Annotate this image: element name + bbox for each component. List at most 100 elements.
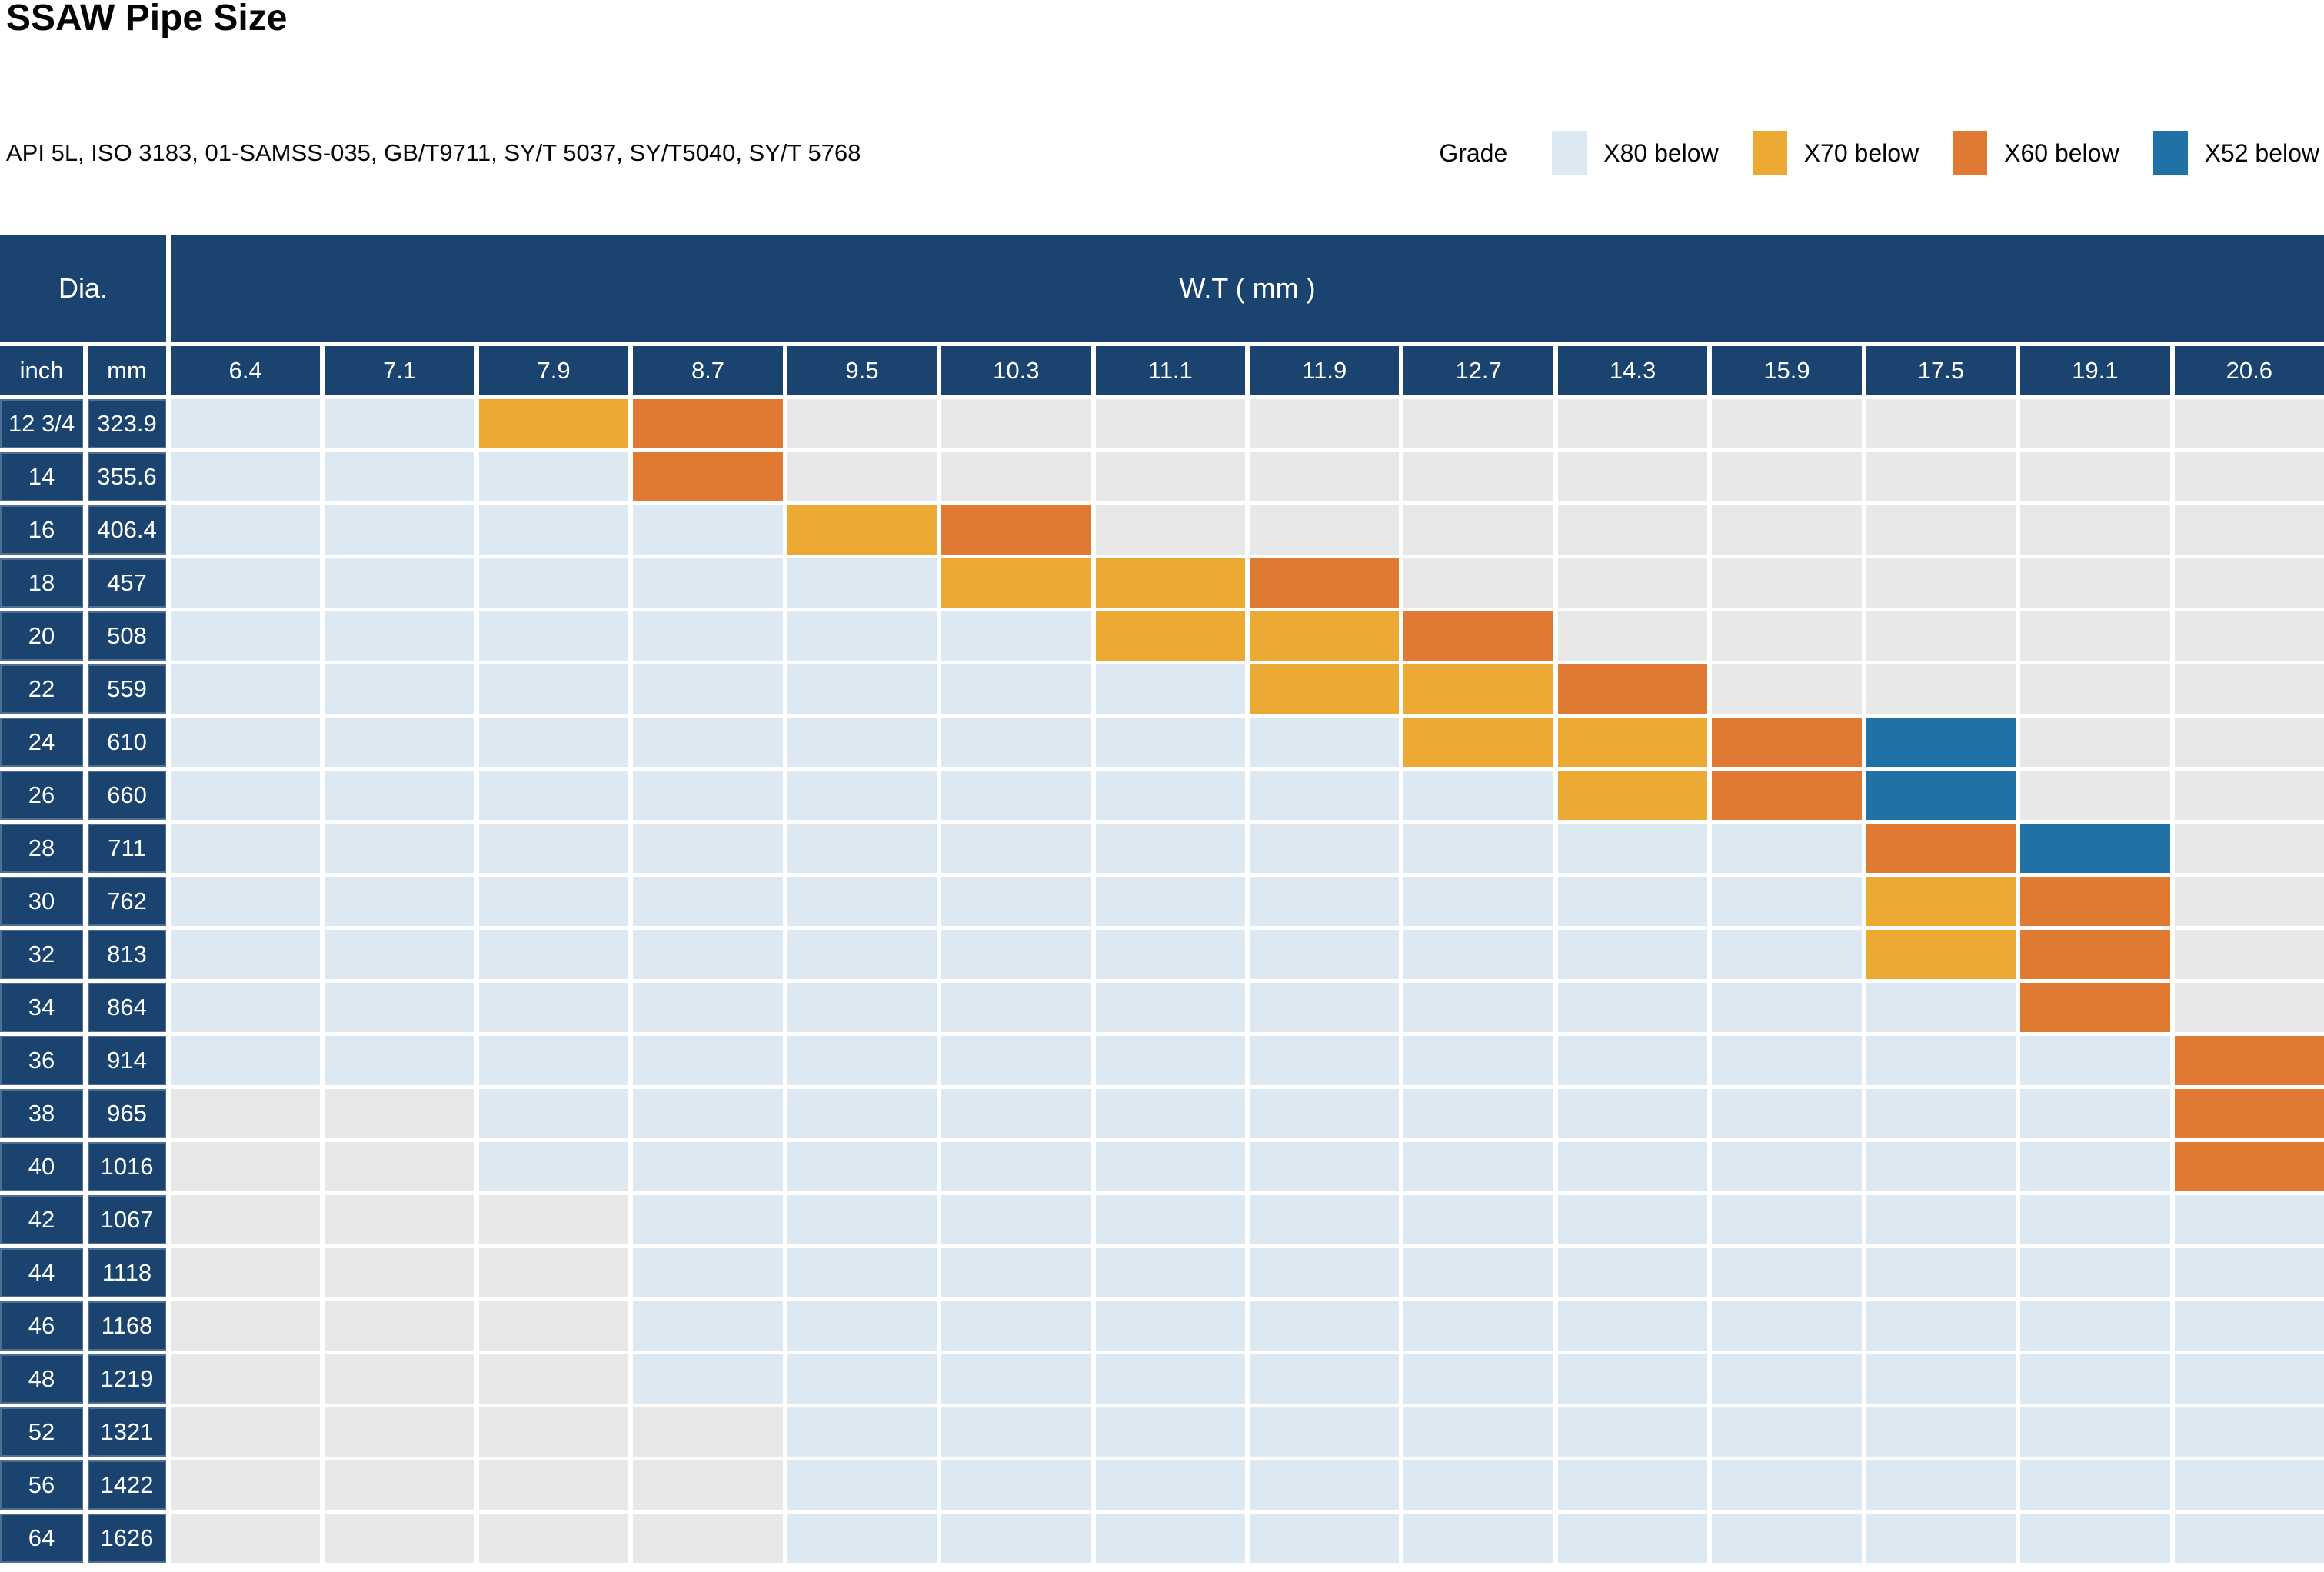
grade-cell	[1866, 664, 2016, 714]
grade-cell	[325, 930, 474, 979]
grade-cell	[1712, 1407, 1862, 1457]
wt-col-header: 11.9	[1250, 346, 1400, 395]
grade-cell	[941, 452, 1091, 501]
dia-inch-cell: 16	[0, 505, 83, 555]
inch-column-header: inch	[0, 346, 83, 395]
dia-inch-cell: 14	[0, 452, 83, 501]
grade-cell	[2174, 983, 2324, 1032]
wt-col-header: 15.9	[1712, 346, 1862, 395]
grade-cell	[787, 558, 937, 608]
grade-cell	[941, 1514, 1091, 1563]
grade-cell	[941, 399, 1091, 448]
grade-cell	[941, 930, 1091, 979]
grade-cell	[478, 1301, 629, 1351]
dia-mm-cell: 965	[88, 1089, 166, 1138]
grade-cell	[633, 611, 783, 661]
wt-col-header: 19.1	[2020, 346, 2170, 395]
grade-cell	[1403, 505, 1553, 555]
grade-cell	[325, 1195, 474, 1244]
grade-cell	[1712, 1301, 1862, 1351]
legend-title: Grade	[1439, 138, 1508, 167]
grade-cell	[2174, 664, 2324, 714]
grade-cell	[1866, 1195, 2016, 1244]
grade-cell	[1712, 452, 1862, 501]
grade-cell	[941, 611, 1091, 661]
grade-cell	[2020, 1089, 2170, 1138]
grade-cell	[1866, 1301, 2016, 1351]
grade-cell	[1250, 1354, 1400, 1404]
wt-header-cell: W.T ( mm )	[171, 235, 2324, 342]
dia-inch-cell: 40	[0, 1142, 83, 1191]
grade-cell	[478, 505, 629, 555]
grade-cell	[941, 664, 1091, 714]
grade-cell	[325, 664, 474, 714]
grade-cell	[171, 399, 321, 448]
grade-cell	[325, 718, 474, 767]
grade-cell	[1866, 930, 2016, 979]
dia-inch-cell: 52	[0, 1407, 83, 1457]
grade-cell	[787, 930, 937, 979]
dia-inch-cell: 24	[0, 718, 83, 767]
grade-cell	[1095, 452, 1245, 501]
grade-cell	[1250, 505, 1400, 555]
grade-cell	[1712, 1354, 1862, 1404]
grade-cell	[325, 824, 474, 873]
grade-cell	[1866, 983, 2016, 1032]
grade-cell	[2174, 611, 2324, 661]
grade-cell	[478, 1089, 629, 1138]
grade-cell	[325, 1407, 474, 1457]
grade-cell	[1250, 399, 1400, 448]
grade-cell	[1403, 983, 1553, 1032]
grade-cell	[171, 1460, 321, 1510]
grade-cell	[1866, 1407, 2016, 1457]
legend-item-x80: X80 below	[1552, 131, 1719, 175]
x52-swatch-icon	[2153, 131, 2188, 175]
grade-cell	[1712, 664, 1862, 714]
dia-inch-cell: 32	[0, 930, 83, 979]
dia-mm-cell: 1219	[88, 1354, 166, 1404]
grade-cell	[171, 877, 321, 926]
wt-col-header: 8.7	[633, 346, 783, 395]
grade-cell	[2020, 1142, 2170, 1191]
grade-cell	[1557, 1514, 1708, 1563]
grade-cell	[2174, 1514, 2324, 1563]
grade-cell	[478, 1036, 629, 1085]
grade-cell	[1712, 611, 1862, 661]
grade-cell	[1403, 1407, 1553, 1457]
grade-cell	[2174, 824, 2324, 873]
grade-cell	[171, 1036, 321, 1085]
dia-inch-cell: 20	[0, 611, 83, 661]
grade-cell	[2174, 452, 2324, 501]
grade-cell	[1250, 1089, 1400, 1138]
grade-cell	[1250, 1195, 1400, 1244]
grade-cell	[478, 399, 629, 448]
grade-cell	[1250, 877, 1400, 926]
grade-cell	[1250, 1301, 1400, 1351]
grade-cell	[1557, 1036, 1708, 1085]
wt-col-header: 11.1	[1095, 346, 1245, 395]
grade-cell	[171, 930, 321, 979]
grade-cell	[325, 452, 474, 501]
grade-cell	[1403, 452, 1553, 501]
grade-cell	[1095, 1514, 1245, 1563]
grade-cell	[1250, 930, 1400, 979]
grade-cell	[787, 1089, 937, 1138]
dia-inch-cell: 46	[0, 1301, 83, 1351]
grade-cell	[1095, 1248, 1245, 1297]
grade-cell	[1095, 611, 1245, 661]
grade-cell	[325, 1142, 474, 1191]
grade-cell	[1712, 1036, 1862, 1085]
grade-cell	[1866, 1142, 2016, 1191]
grade-cell	[1403, 824, 1553, 873]
grade-cell	[633, 1248, 783, 1297]
grade-cell	[1403, 1036, 1553, 1085]
wt-col-header: 6.4	[171, 346, 321, 395]
grade-cell	[1557, 771, 1708, 820]
grade-cell	[1866, 1248, 2016, 1297]
dia-inch-cell: 56	[0, 1460, 83, 1510]
grade-cell	[171, 983, 321, 1032]
grade-cell	[478, 1460, 629, 1510]
grade-cell	[171, 718, 321, 767]
grade-cell	[1250, 664, 1400, 714]
